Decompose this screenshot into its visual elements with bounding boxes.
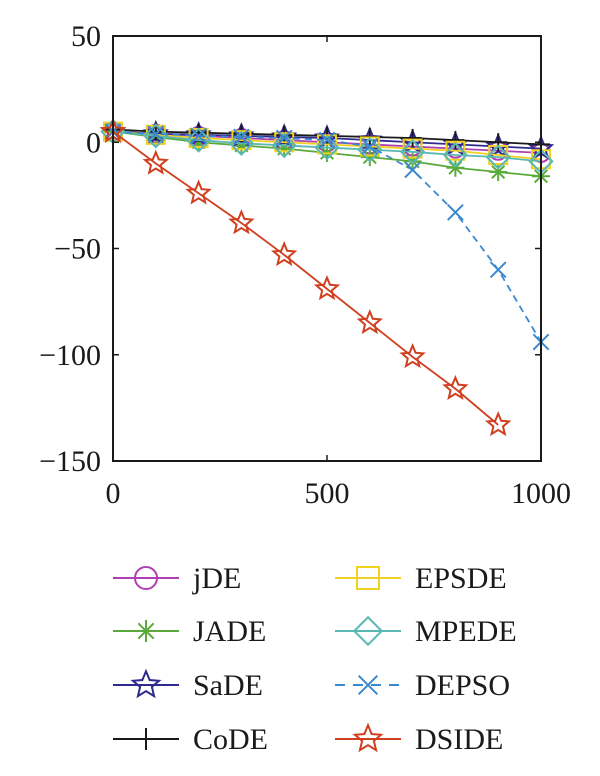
x-axis: 0 500 1000 xyxy=(106,36,571,510)
data-point-dside xyxy=(485,411,512,437)
y-axis: 50 0 −50 −100 −150 xyxy=(39,20,541,478)
x-tick-label: 500 xyxy=(305,477,350,510)
legend-item-epsde: EPSDE xyxy=(335,562,507,595)
data-point-depso xyxy=(147,125,165,143)
data-point-jade xyxy=(275,139,294,158)
legend-item-code: CoDE xyxy=(113,723,268,756)
data-point-mpede xyxy=(357,137,383,163)
data-point-mpede xyxy=(228,130,255,156)
data-point-depso xyxy=(318,131,336,149)
legend-marker-mpede xyxy=(352,615,384,647)
data-point-dside xyxy=(142,149,169,175)
data-point-depso xyxy=(361,138,379,155)
legend-item-mpede: MPEDE xyxy=(335,615,517,648)
data-point-depso xyxy=(404,161,421,179)
x-tick-label: 0 xyxy=(106,477,121,510)
x-tick-label: 1000 xyxy=(511,477,571,510)
legend-marker-jde xyxy=(134,566,158,590)
data-point-dside xyxy=(442,374,469,400)
y-tick-label: −100 xyxy=(39,339,101,372)
legend-label-epsde: EPSDE xyxy=(415,562,507,595)
legend-label-dside: DSIDE xyxy=(415,723,503,756)
legend-label-sade: SaDE xyxy=(193,669,263,702)
legend-marker-depso xyxy=(357,674,379,696)
data-point-dside xyxy=(228,209,255,235)
plot-marks xyxy=(99,117,555,437)
data-point-dside xyxy=(356,309,383,335)
legend-item-dside: DSIDE xyxy=(335,722,503,756)
legend-label-jade: JADE xyxy=(193,615,266,648)
legend-marker-epsde xyxy=(356,566,380,590)
legend-item-jde: jDE xyxy=(113,562,241,595)
legend: jDE JADE SaDE CoDE EPSDE MPEDE DEPSO DSIDE xyxy=(113,562,517,756)
data-point-depso xyxy=(190,127,207,145)
data-point-jade xyxy=(489,163,508,181)
data-point-mpede xyxy=(271,132,297,159)
data-point-code xyxy=(489,133,508,152)
data-point-jade xyxy=(403,152,422,171)
data-point-jade xyxy=(232,136,251,155)
y-tick-label: −50 xyxy=(54,233,101,266)
data-point-jade xyxy=(446,158,465,177)
legend-label-jde: jDE xyxy=(192,562,241,595)
data-point-dside xyxy=(185,179,212,205)
data-point-dside xyxy=(399,343,426,369)
y-tick-label: −150 xyxy=(39,445,101,478)
series-line-epsde xyxy=(112,130,542,161)
legend-marker-jade xyxy=(135,620,157,642)
series-dside xyxy=(99,117,512,437)
data-point-code xyxy=(403,129,422,147)
data-point-depso xyxy=(233,128,250,146)
series-line-mpede xyxy=(112,130,542,163)
data-point-mpede xyxy=(442,142,469,168)
legend-item-sade: SaDE xyxy=(113,668,263,702)
data-point-depso xyxy=(275,129,293,147)
data-point-epsde xyxy=(445,140,466,161)
axes-box xyxy=(112,35,542,462)
y-tick-label: 50 xyxy=(71,20,101,53)
legend-label-code: CoDE xyxy=(193,723,268,756)
data-point-mpede xyxy=(314,134,340,161)
data-point-mpede xyxy=(143,123,169,149)
legend-label-depso: DEPSO xyxy=(415,669,510,702)
legend-marker-code xyxy=(135,728,157,750)
legend-item-depso: DEPSO xyxy=(335,669,510,702)
data-point-code xyxy=(446,131,465,150)
data-point-depso xyxy=(447,204,464,221)
series-line-dside xyxy=(112,130,499,426)
legend-label-mpede: MPEDE xyxy=(415,615,517,648)
legend-marker-sade xyxy=(130,668,162,699)
data-point-dside xyxy=(271,241,298,267)
data-point-depso xyxy=(489,261,507,279)
series-line-depso xyxy=(112,130,542,343)
data-point-jade xyxy=(189,133,208,152)
data-point-mpede xyxy=(399,139,426,165)
data-point-mpede xyxy=(485,144,511,170)
data-point-jade xyxy=(360,148,379,167)
y-tick-label: 0 xyxy=(86,126,101,159)
data-point-dside xyxy=(313,275,341,301)
legend-item-jade: JADE xyxy=(113,615,266,648)
legend-marker-dside xyxy=(352,722,384,753)
